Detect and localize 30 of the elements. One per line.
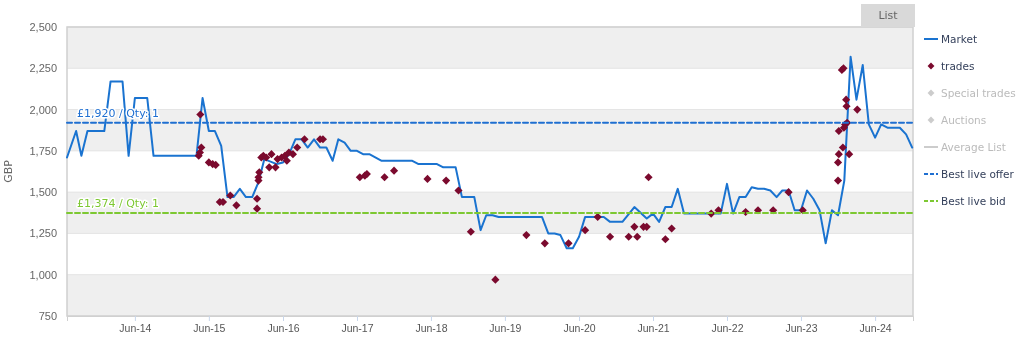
x-tick-label: Jun-19 xyxy=(489,322,522,335)
toggle-button: List xyxy=(861,4,915,27)
line-series xyxy=(66,55,914,250)
x-tick-label: Jun-21 xyxy=(637,322,670,335)
y-tick-label: 1,500 xyxy=(29,186,57,199)
x-tick-label: Jun-16 xyxy=(267,322,300,335)
data-label: £1,374 / Qty: 1 xyxy=(77,196,160,210)
legend-label: trades xyxy=(941,60,975,72)
x-tick-label: Jun-24 xyxy=(859,322,892,335)
y-tick-label: 1,000 xyxy=(29,268,57,281)
x-tick-label: Jun-14 xyxy=(119,322,152,335)
y-axis-title: GBP xyxy=(2,159,15,183)
legend-label: Best live bid xyxy=(941,195,1006,207)
legend-label: Average List xyxy=(941,141,1006,153)
legend-label: Market xyxy=(941,33,978,45)
y-tick-label: 2,500 xyxy=(29,21,57,34)
legend-label: Special trades xyxy=(941,87,1016,99)
y-tick-label: 750 xyxy=(38,310,57,323)
y-tick-label: 1,250 xyxy=(29,227,57,240)
x-tick-label: Jun-18 xyxy=(415,322,448,335)
x-tick-label: Jun-22 xyxy=(711,322,744,335)
y-tick-label: 1,750 xyxy=(29,144,57,157)
y-tick-label: 2,250 xyxy=(29,62,57,75)
x-tick-label: Jun-23 xyxy=(785,322,818,335)
x-tick-label: Jun-15 xyxy=(193,322,226,335)
x-tick-label: Jun-17 xyxy=(341,322,374,335)
legend-label: Best live offer xyxy=(941,168,1015,180)
x-tick-label: Jun-20 xyxy=(563,322,596,335)
legend-label: Auctions xyxy=(941,114,987,126)
y-tick-label: 2,000 xyxy=(29,103,57,116)
